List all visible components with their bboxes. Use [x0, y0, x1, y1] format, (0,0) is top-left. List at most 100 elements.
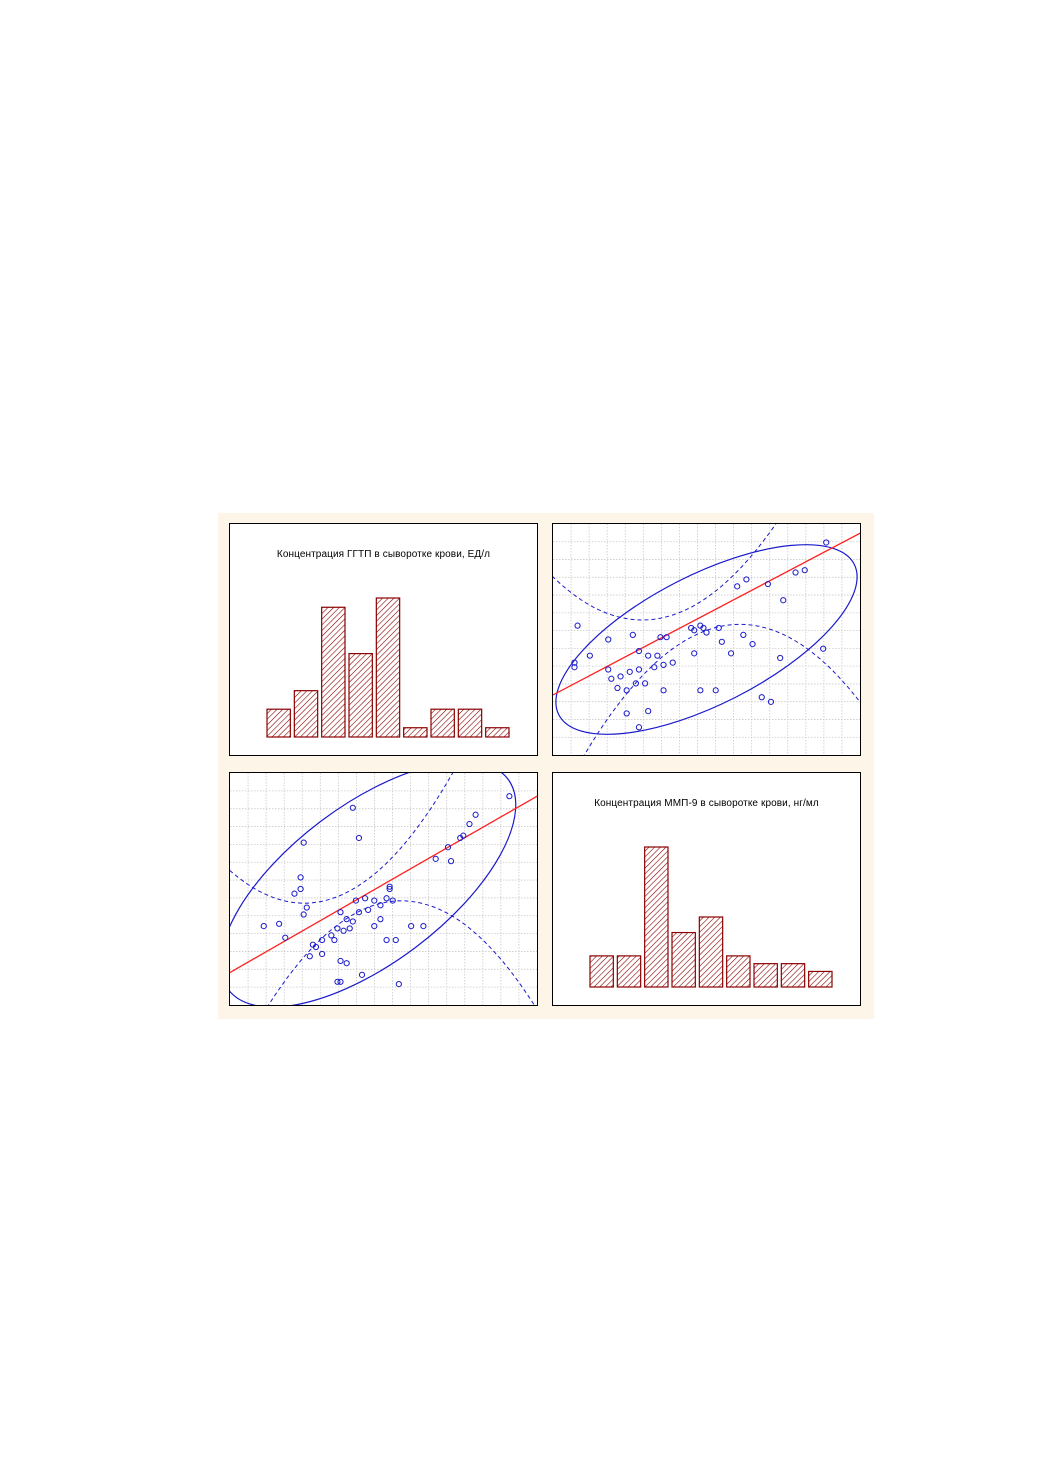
scatter-point [386, 883, 393, 890]
scatter-point [635, 666, 643, 673]
scatter-point [392, 936, 399, 944]
scatter-point [355, 909, 363, 916]
scatter-point [642, 680, 649, 687]
scatter-point [734, 583, 741, 590]
scatter-point [282, 934, 289, 941]
scatter-point [767, 698, 775, 705]
scatter-point [361, 895, 369, 902]
scatter-point [343, 916, 350, 923]
scatter-point [718, 638, 725, 645]
scatter-point [297, 874, 304, 881]
regression-line [553, 532, 860, 696]
scatter-point [623, 710, 630, 717]
scatter-point [617, 673, 624, 680]
scatter-top-right-panel [552, 523, 861, 756]
scatter-point [420, 923, 427, 930]
scatter-point [823, 539, 830, 546]
scatter-point [645, 652, 652, 659]
scatter-point [276, 920, 283, 927]
scatter-point [740, 631, 747, 638]
histogram-bar [321, 606, 346, 738]
histogram-bar [266, 708, 291, 738]
scatter-point [629, 631, 636, 638]
scatter-point [715, 624, 722, 632]
scatter-point [389, 897, 396, 904]
scatter-point [447, 858, 455, 865]
scatter-point [349, 804, 356, 811]
scatter-point [312, 943, 320, 951]
scatter-point [303, 904, 310, 911]
histogram-ggtp-title: Концентрация ГГТП в сыворотке крови, ЕД/… [276, 549, 491, 560]
confidence-ellipse [555, 544, 858, 735]
scatter-point [395, 981, 402, 988]
scatter-point [386, 885, 393, 893]
histogram-bar [780, 963, 806, 988]
scatter-point [506, 793, 513, 800]
scatter-point [358, 971, 366, 978]
matrix-plot-figure: Концентрация ГГТП в сыворотке крови, ЕД/… [218, 513, 874, 1019]
scatter-point [703, 629, 710, 636]
scatter-point [306, 953, 313, 960]
histogram-bar [348, 653, 373, 738]
scatter-point [571, 664, 578, 671]
scatter-point [660, 661, 667, 669]
scatter-point [383, 936, 390, 944]
scatter-point [749, 641, 756, 648]
scatter-point [331, 936, 338, 944]
scatter-point [608, 675, 615, 682]
scatter-point [319, 936, 326, 944]
scatter-point [355, 834, 363, 842]
histogram-bar [698, 916, 724, 988]
histogram-mmp9-panel: Концентрация ММП-9 в сыворотке крови, нг… [552, 772, 861, 1006]
scatter-point [571, 659, 578, 666]
scatter-point [712, 687, 719, 694]
scatter-point [337, 978, 344, 985]
scatter-point [337, 909, 344, 916]
grid [230, 773, 537, 1005]
scatter-point [635, 724, 643, 731]
scatter-point [727, 650, 735, 657]
scatter-point [663, 634, 670, 641]
scatter-point [780, 597, 787, 604]
histogram-bar [293, 690, 319, 738]
histogram-mmp9 [589, 846, 833, 988]
scatter-point [383, 895, 390, 902]
scatter-point [777, 654, 784, 662]
histogram-bar [616, 955, 642, 988]
histogram-bar [485, 727, 510, 738]
scatter-point [365, 906, 372, 913]
scatter-point [669, 659, 676, 666]
lower-confidence-band [268, 900, 535, 1005]
scatter-point [300, 839, 307, 846]
scatter-point [792, 569, 799, 576]
scatter-point [691, 627, 698, 634]
histogram-bar [403, 727, 428, 738]
histogram-bar [375, 597, 401, 738]
scatter-point [466, 820, 473, 828]
upper-confidence-band [230, 773, 454, 904]
scatter-point [691, 650, 698, 657]
scatter-point [444, 844, 452, 851]
scatter-point [472, 811, 479, 818]
scatter-point [586, 652, 593, 659]
scatter-point [300, 911, 307, 918]
scatter-point [371, 923, 378, 930]
scatter-point [432, 855, 439, 862]
scatter-point [377, 902, 384, 909]
scatter-point [657, 634, 664, 641]
scatter-point [635, 647, 643, 655]
histogram-bar [753, 963, 778, 988]
scatter-point [764, 580, 771, 588]
scatter-point [346, 925, 353, 932]
scatter-point [654, 652, 661, 659]
scatter-point [626, 668, 633, 675]
scatter-point [660, 687, 667, 694]
histogram-bar [671, 931, 696, 988]
histogram-ggtp [266, 597, 510, 738]
scatter-point [700, 624, 707, 632]
scatter-point [343, 960, 350, 967]
histogram-bar [457, 708, 483, 738]
scatter-plot-bottom-left [230, 773, 537, 1005]
histogram-bar [808, 970, 833, 988]
scatter-point [651, 664, 658, 671]
